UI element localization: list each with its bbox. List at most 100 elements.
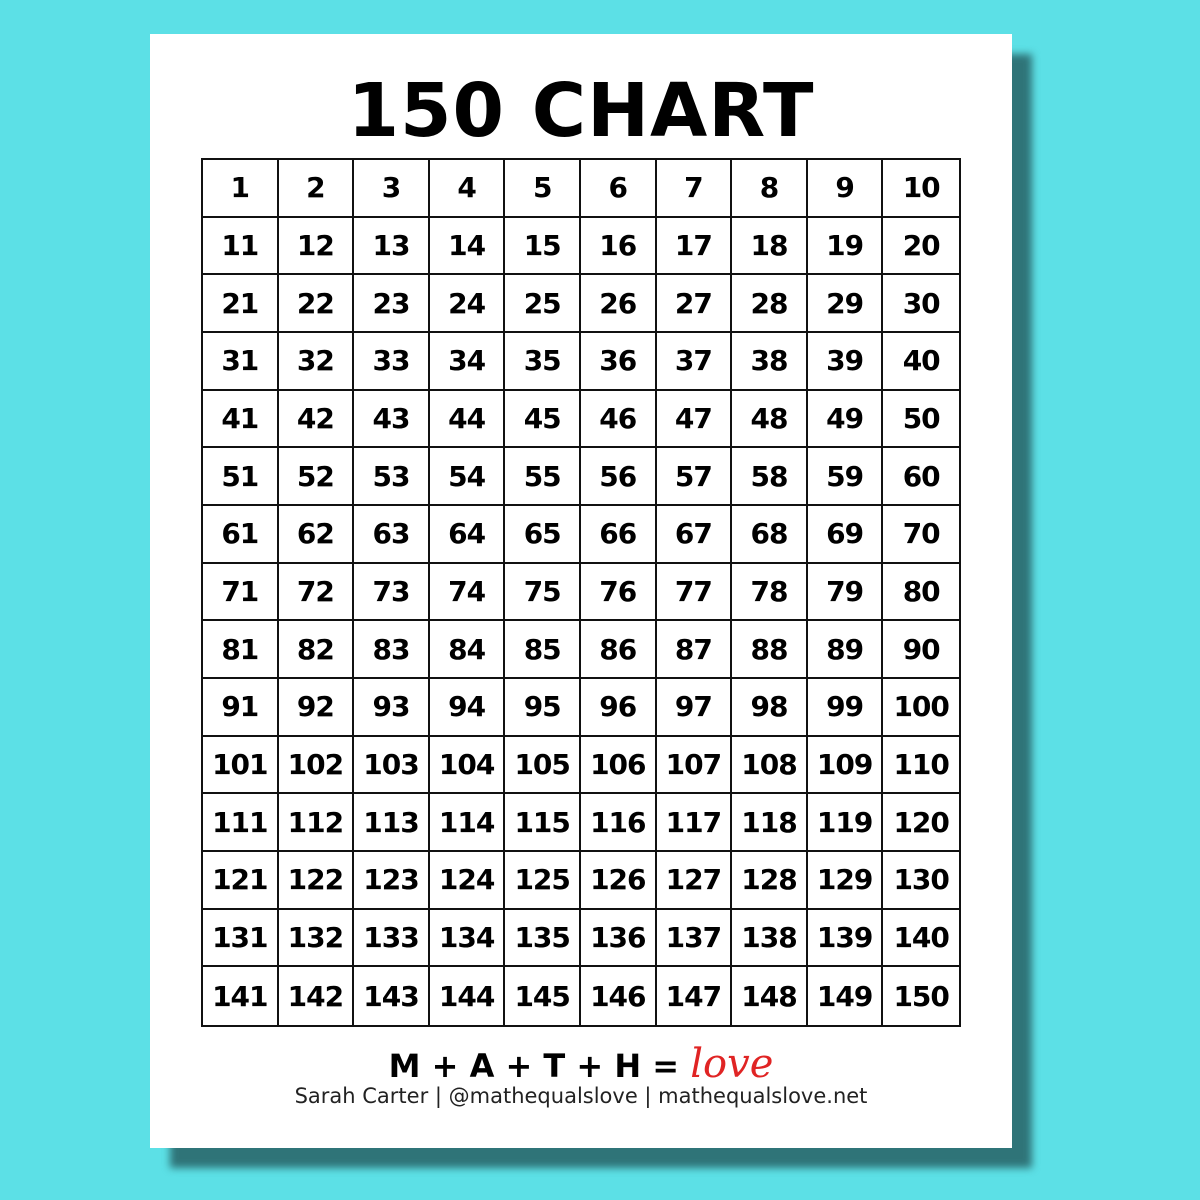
- grid-cell: 78: [732, 563, 808, 622]
- grid-cell: 90: [883, 621, 959, 679]
- grid-cell: 7: [656, 160, 733, 218]
- grid-cell: 31: [203, 333, 279, 391]
- grid-cell: 48: [732, 390, 808, 449]
- grid-cell: 27: [656, 275, 733, 333]
- grid-cell: 18: [732, 217, 808, 276]
- grid-cell: 88: [732, 621, 808, 679]
- grid-cell: 2: [278, 160, 355, 218]
- grid-cell: 128: [732, 852, 808, 910]
- grid-cell: 119: [807, 794, 884, 852]
- grid-cell: 52: [278, 448, 355, 506]
- grid-cell: 8: [732, 160, 808, 218]
- grid-cell: 63: [354, 506, 430, 564]
- grid-cell: 81: [203, 621, 279, 679]
- grid-cell: 5: [505, 160, 581, 218]
- grid-cell: 34: [429, 333, 506, 391]
- credit-line: Sarah Carter | @mathequalslove | mathequ…: [294, 1084, 868, 1108]
- grid-cell: 137: [656, 909, 733, 968]
- grid-cell: 105: [505, 736, 581, 795]
- grid-cell: 38: [732, 333, 808, 391]
- grid-cell: 75: [505, 563, 581, 622]
- grid-cell: 24: [429, 275, 506, 333]
- grid-cell: 116: [580, 794, 657, 852]
- grid-cell: 126: [580, 852, 657, 910]
- grid-cell: 53: [354, 448, 430, 506]
- grid-cell: 146: [581, 967, 657, 1025]
- grid-cell: 4: [429, 160, 506, 218]
- grid-cell: 28: [732, 275, 808, 333]
- grid-cell: 97: [656, 679, 733, 737]
- grid-cell: 94: [429, 679, 506, 737]
- grid-cell: 99: [807, 679, 884, 737]
- grid-cell: 120: [883, 794, 959, 852]
- grid-cell: 19: [807, 217, 884, 276]
- grid-cell: 127: [656, 852, 733, 910]
- grid-cell: 135: [505, 909, 581, 968]
- grid-cell: 41: [203, 390, 279, 449]
- grid-cell: 102: [278, 736, 355, 795]
- grid-cell: 57: [656, 448, 733, 506]
- grid-cell: 82: [278, 621, 355, 679]
- grid-cell: 36: [580, 333, 657, 391]
- grid-cell: 103: [354, 736, 430, 795]
- grid-cell: 145: [505, 967, 581, 1025]
- grid-cell: 40: [883, 333, 959, 391]
- grid-cell: 44: [429, 390, 506, 449]
- grid-cell: 39: [807, 333, 884, 391]
- grid-cell: 58: [732, 448, 808, 506]
- grid-cell: 107: [656, 736, 733, 795]
- grid-cell: 104: [429, 736, 506, 795]
- grid-cell: 144: [430, 967, 506, 1025]
- grid-cell: 108: [732, 736, 808, 795]
- grid-cell: 14: [429, 217, 506, 276]
- grid-cell: 59: [807, 448, 884, 506]
- grid-cell: 25: [505, 275, 581, 333]
- grid-cell: 68: [732, 506, 808, 564]
- worksheet-page: 150 CHART 1 2 3 4 5 6 7 8 9 10 11 12 13 14 15 16 17 18 19 2…: [150, 34, 1012, 1148]
- grid-cell: 83: [354, 621, 430, 679]
- grid-cell: 6: [580, 160, 657, 218]
- grid-cell: 101: [203, 736, 279, 795]
- grid-cell: 42: [278, 390, 355, 449]
- grid-cell: 149: [808, 967, 884, 1025]
- grid-cell: 61: [203, 506, 279, 564]
- grid-cell: 136: [580, 909, 657, 968]
- grid-cell: 9: [807, 160, 884, 218]
- grid-cell: 112: [278, 794, 355, 852]
- logo-text: M + A + T + H =: [388, 1047, 680, 1085]
- grid-cell: 92: [278, 679, 355, 737]
- grid-cell: 79: [807, 563, 884, 622]
- page-title: 150 CHART: [347, 68, 815, 154]
- grid-cell: 147: [657, 967, 733, 1025]
- grid-cell: 123: [354, 852, 430, 910]
- grid-cell: 150: [893, 979, 949, 1013]
- grid-cell: 122: [278, 852, 355, 910]
- grid-cell: 35: [505, 333, 581, 391]
- grid-cell: 100: [883, 679, 959, 737]
- grid-cell: 98: [732, 679, 808, 737]
- grid-cell: 125: [505, 852, 581, 910]
- grid-cell: 62: [278, 506, 355, 564]
- grid-cell: 65: [505, 506, 581, 564]
- grid-cell: 67: [656, 506, 733, 564]
- grid-cell: 55: [505, 448, 581, 506]
- grid-cell: 21: [203, 275, 279, 333]
- grid-cell: 20: [883, 218, 959, 276]
- grid-cell: 121: [203, 852, 279, 910]
- grid-cell: 114: [429, 794, 506, 852]
- grid-cell: 11: [203, 217, 279, 276]
- grid-cell: 29: [807, 275, 884, 333]
- grid-cell: 56: [580, 448, 657, 506]
- grid-cell: 84: [429, 621, 506, 679]
- grid-cell: 72: [278, 563, 355, 622]
- grid-cell: 49: [807, 390, 884, 449]
- grid-cell: 134: [429, 909, 506, 968]
- grid-cell: 87: [656, 621, 733, 679]
- grid-cell: 69: [807, 506, 884, 564]
- grid-cell: 86: [580, 621, 657, 679]
- grid-cell: 140: [883, 910, 959, 968]
- grid-cell: 43: [354, 390, 430, 449]
- grid-cell: 23: [354, 275, 430, 333]
- grid-cell: 22: [278, 275, 355, 333]
- grid-cell: 60: [883, 448, 959, 506]
